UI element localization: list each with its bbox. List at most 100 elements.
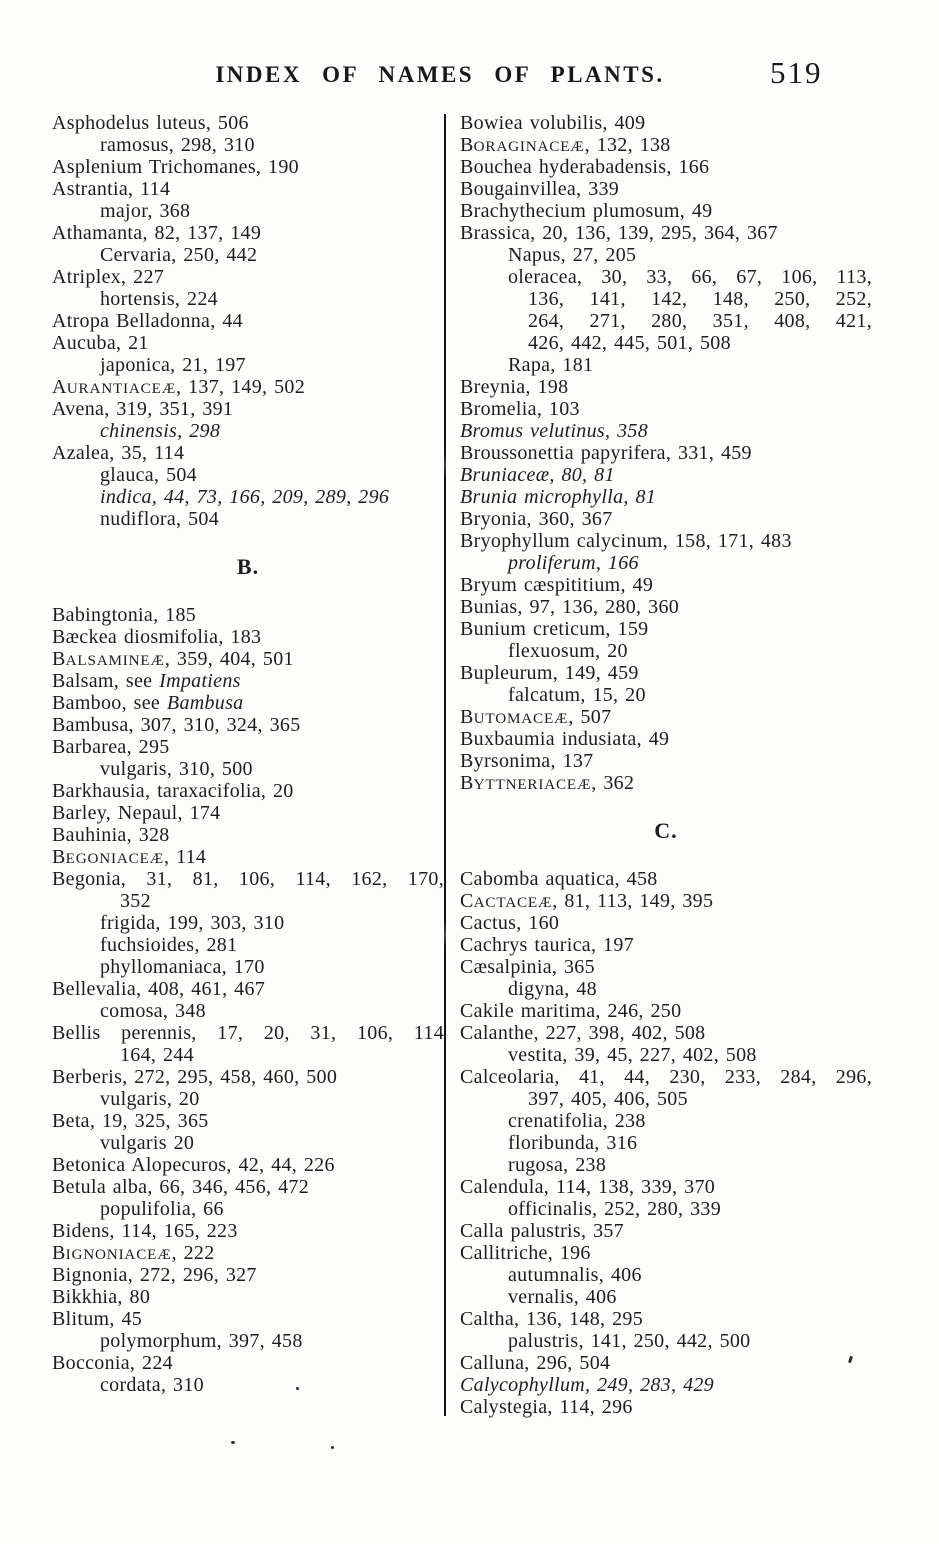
family-name-smallcaps: ORAGINACEÆ	[473, 138, 585, 155]
index-subentry: vestita, 39, 45, 227, 402, 508	[508, 1044, 757, 1066]
index-subentry: palustris, 141, 250, 442, 500	[508, 1330, 751, 1352]
entry-text: Bamboo, see	[52, 692, 167, 714]
index-entry: Bidens, 114, 165, 223	[52, 1220, 238, 1242]
index-entry: Callitriche, 196	[460, 1242, 591, 1264]
index-entry: AURANTIACEÆ, 137, 149, 502	[52, 376, 444, 398]
entry-text: B	[460, 706, 474, 728]
index-subentry: fuchsioides, 281	[100, 934, 238, 956]
index-subentry: vernalis, 406	[508, 1286, 617, 1308]
index-entry: Brunia microphylla, 81	[460, 486, 657, 508]
index-column-left: Asphodelus luteus, 506 ramosus, 298, 310 A…	[52, 112, 444, 1396]
index-entry: Bignonia, 272, 296, 327	[52, 1264, 257, 1286]
index-entry: BEGONIACEÆ, 114	[52, 846, 444, 868]
index-entry: Calla palustris, 357	[460, 1220, 624, 1242]
entry-text: B	[460, 134, 474, 156]
scan-speck	[231, 1441, 235, 1444]
index-entry: Broussonettia papyrifera, 331, 459	[460, 442, 752, 464]
index-entry: Calceolaria, 41, 44, 230, 233, 284, 296,	[460, 1066, 872, 1088]
index-entry: BYTTNERIACEÆ, 362	[460, 772, 872, 794]
column-divider	[444, 114, 446, 1416]
family-name-smallcaps: EGONIACEÆ	[65, 850, 164, 867]
entry-text: A	[52, 376, 67, 398]
index-subentry: comosa, 348	[100, 1000, 206, 1022]
index-entry: Asphodelus luteus, 506	[52, 112, 249, 134]
entry-text: B	[460, 772, 474, 794]
entry-text: B	[52, 846, 66, 868]
index-entry: Bunias, 97, 136, 280, 360	[460, 596, 680, 618]
page-number: 519	[770, 55, 823, 90]
index-entry: Bupleurum, 149, 459	[460, 662, 639, 684]
index-entry: Calendula, 114, 138, 339, 370	[460, 1176, 716, 1198]
index-entry: Bellis perennis, 17, 20, 31, 106, 114	[52, 1022, 444, 1044]
index-subentry: falcatum, 15, 20	[508, 684, 646, 706]
index-entry: Atropa Belladonna, 44	[52, 310, 243, 332]
index-subentry: japonica, 21, 197	[100, 354, 246, 376]
index-entry: Cabomba aquatica, 458	[460, 868, 658, 890]
index-entry: Cactus, 160	[460, 912, 560, 934]
index-entry: Bowiea volubilis, 409	[460, 112, 646, 134]
index-entry: Bryum cæspititium, 49	[460, 574, 654, 596]
index-subentry: Napus, 27, 205	[508, 244, 637, 266]
entry-continuation: 264, 271, 280, 351, 408, 421,	[528, 310, 872, 332]
index-subentry: glauca, 504	[100, 464, 197, 486]
index-entry: Bamboo, see Bambusa	[52, 692, 444, 714]
index-entry: Cachrys taurica, 197	[460, 934, 634, 956]
entry-text: Balsam, see	[52, 670, 160, 692]
index-entry: Berberis, 272, 295, 458, 460, 500	[52, 1066, 338, 1088]
index-entry: Barkhausia, taraxacifolia, 20	[52, 780, 294, 802]
index-entry: Bellevalia, 408, 461, 467	[52, 978, 266, 1000]
entry-continuation: 136, 141, 142, 148, 250, 252,	[528, 288, 872, 310]
index-entry: Barbarea, 295	[52, 736, 170, 758]
index-column-right: Bowiea volubilis, 409 BORAGINACEÆ, 132, 1…	[460, 112, 872, 1418]
index-subentry: proliferum, 166	[508, 552, 639, 574]
family-name-smallcaps: YTTNERIACEÆ	[473, 776, 592, 793]
index-subentry: vulgaris, 20	[100, 1088, 200, 1110]
index-entry: Beta, 19, 325, 365	[52, 1110, 209, 1132]
index-entry: BALSAMINEÆ, 359, 404, 501	[52, 648, 444, 670]
index-entry: Caltha, 136, 148, 295	[460, 1308, 644, 1330]
index-subentry: phyllomaniaca, 170	[100, 956, 265, 978]
index-entry: Cakile maritima, 246, 250	[460, 1000, 682, 1022]
section-letter: C.	[654, 818, 678, 843]
index-entry: Begonia, 31, 81, 106, 114, 162, 170,	[52, 868, 444, 890]
index-subentry: nudiflora, 504	[100, 508, 220, 530]
index-entry: Blitum, 45	[52, 1308, 143, 1330]
index-entry: CACTACEÆ, 81, 113, 149, 395	[460, 890, 872, 912]
family-name-smallcaps: UTOMACEÆ	[473, 710, 569, 727]
entry-text: , 362	[591, 772, 635, 794]
index-entry: Avena, 319, 351, 391	[52, 398, 234, 420]
index-entry: BORAGINACEÆ, 132, 138	[460, 134, 872, 156]
index-entry: Buxbaumia indusiata, 49	[460, 728, 670, 750]
index-entry: BUTOMACEÆ, 507	[460, 706, 872, 728]
index-entry: Astrantia, 114	[52, 178, 171, 200]
index-subentry: crenatifolia, 238	[508, 1110, 646, 1132]
index-subentry: cordata, 310	[100, 1374, 204, 1396]
index-entry: Bruniaceæ, 80, 81	[460, 464, 615, 486]
entry-text: , 359, 404, 501	[164, 648, 294, 670]
entry-text: C	[460, 890, 474, 912]
entry-text: , 137, 149, 502	[176, 376, 305, 398]
index-entry: BIGNONIACEÆ, 222	[52, 1242, 444, 1264]
index-subentry: vulgaris 20	[100, 1132, 195, 1154]
entry-text: Impatiens	[159, 670, 241, 692]
index-subentry: Cervaria, 250, 442	[100, 244, 258, 266]
index-entry: Bambusa, 307, 310, 324, 365	[52, 714, 301, 736]
index-subentry: digyna, 48	[508, 978, 597, 1000]
entry-continuation: 164, 244	[120, 1044, 194, 1066]
index-entry: Bauhinia, 328	[52, 824, 170, 846]
index-subentry: Rapa, 181	[508, 354, 594, 376]
index-entry: Cæsalpinia, 365	[460, 956, 595, 978]
entry-text: Bambusa	[166, 692, 244, 714]
scan-speck	[331, 1446, 334, 1449]
entry-text: , 222	[171, 1242, 215, 1264]
index-entry: Bryonia, 360, 367	[460, 508, 613, 530]
entry-text: , 114	[163, 846, 207, 868]
family-name-smallcaps: IGNONIACEÆ	[65, 1246, 172, 1263]
index-subentry: flexuosum, 20	[508, 640, 628, 662]
entry-text: B	[52, 648, 66, 670]
index-subentry: frigida, 199, 303, 310	[100, 912, 285, 934]
index-entry: Bikkhia, 80	[52, 1286, 151, 1308]
entry-continuation: 397, 405, 406, 505	[528, 1088, 688, 1110]
index-entry: Bouchea hyderabadensis, 166	[460, 156, 710, 178]
index-entry: Betula alba, 66, 346, 456, 472	[52, 1176, 310, 1198]
